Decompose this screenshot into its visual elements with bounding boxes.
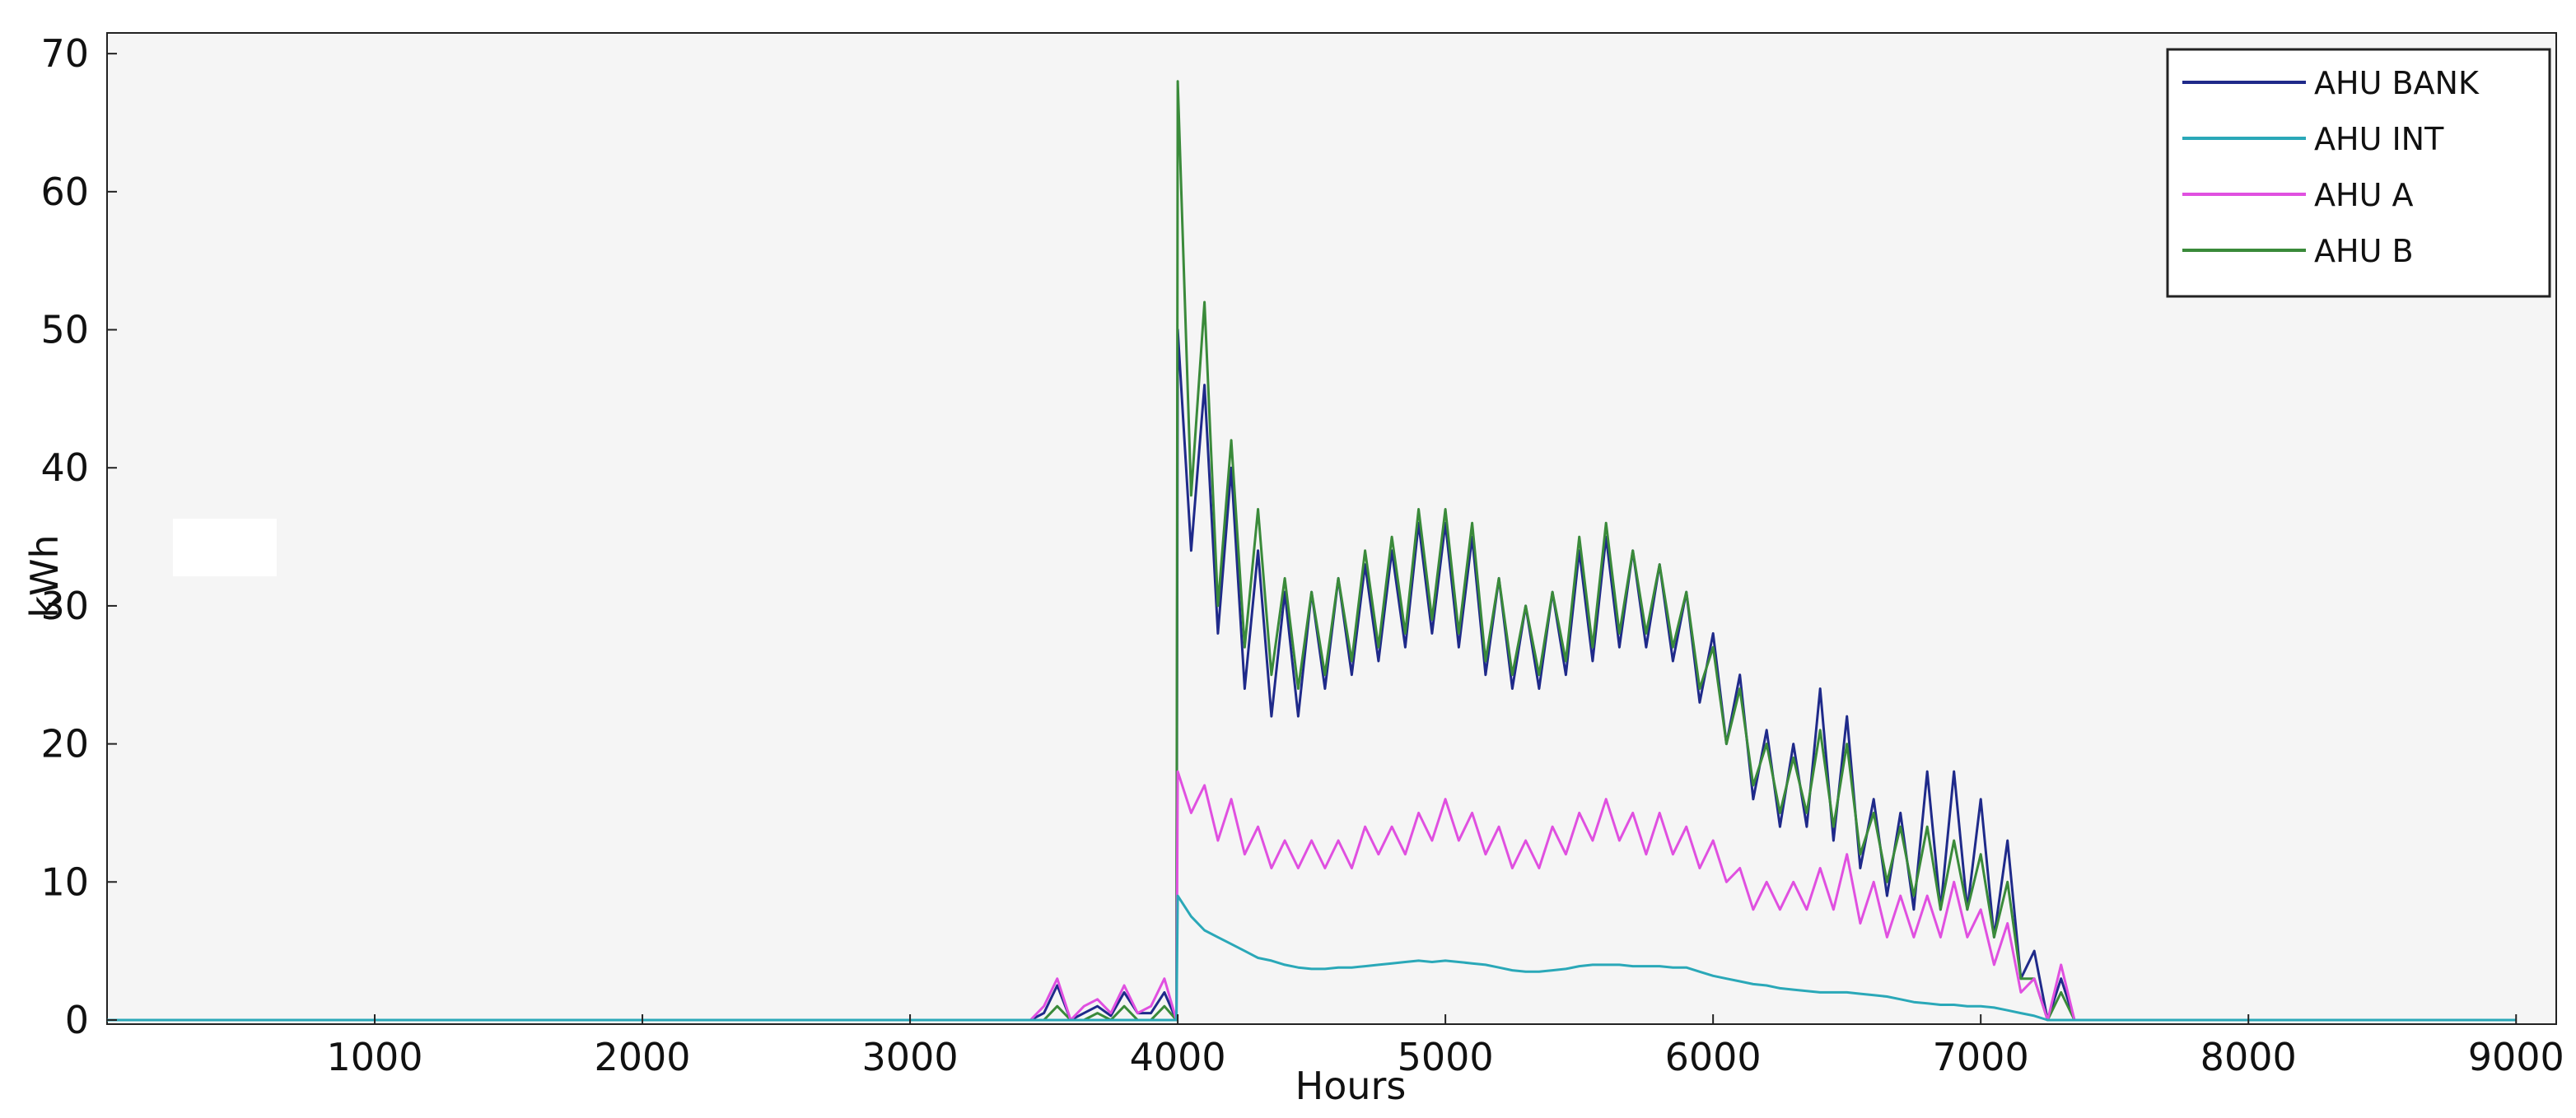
x-axis-label: Hours (1295, 1064, 1407, 1108)
y-tick-label: 20 (40, 722, 89, 766)
legend (2166, 48, 2551, 298)
patch (173, 519, 277, 576)
x-tick-label: 4000 (1130, 1035, 1226, 1079)
x-tick-label: 9000 (2468, 1035, 2564, 1079)
series-line (107, 770, 2517, 1022)
series-group (107, 80, 2517, 1022)
x-tick-label: 2000 (595, 1035, 691, 1079)
x-tick-label: 8000 (2200, 1035, 2297, 1079)
x-tick-label: 1000 (326, 1035, 422, 1079)
y-tick-label: 70 (40, 31, 89, 76)
series-line (107, 894, 2517, 1022)
legend-label: AHU A (2314, 177, 2413, 213)
y-tick-label: 60 (40, 170, 89, 214)
plot-area (106, 32, 2557, 1025)
x-tick-label: 5000 (1398, 1035, 1494, 1079)
y-tick-label: 10 (40, 859, 89, 904)
series-line (107, 80, 2517, 1022)
x-tick-label: 3000 (862, 1035, 959, 1079)
x-tick-label: 6000 (1665, 1035, 1762, 1079)
y-axis-label: kWh (22, 534, 67, 617)
x-tick-label: 7000 (1933, 1035, 2029, 1079)
y-tick-label: 40 (40, 445, 89, 490)
legend-label: AHU BANK (2314, 65, 2480, 101)
y-tick-label: 30 (40, 584, 89, 628)
y-tick-label: 0 (65, 998, 89, 1042)
legend-label: AHU B (2314, 233, 2414, 269)
y-tick-label: 50 (40, 308, 89, 352)
legend-label: AHU INT (2314, 121, 2444, 157)
